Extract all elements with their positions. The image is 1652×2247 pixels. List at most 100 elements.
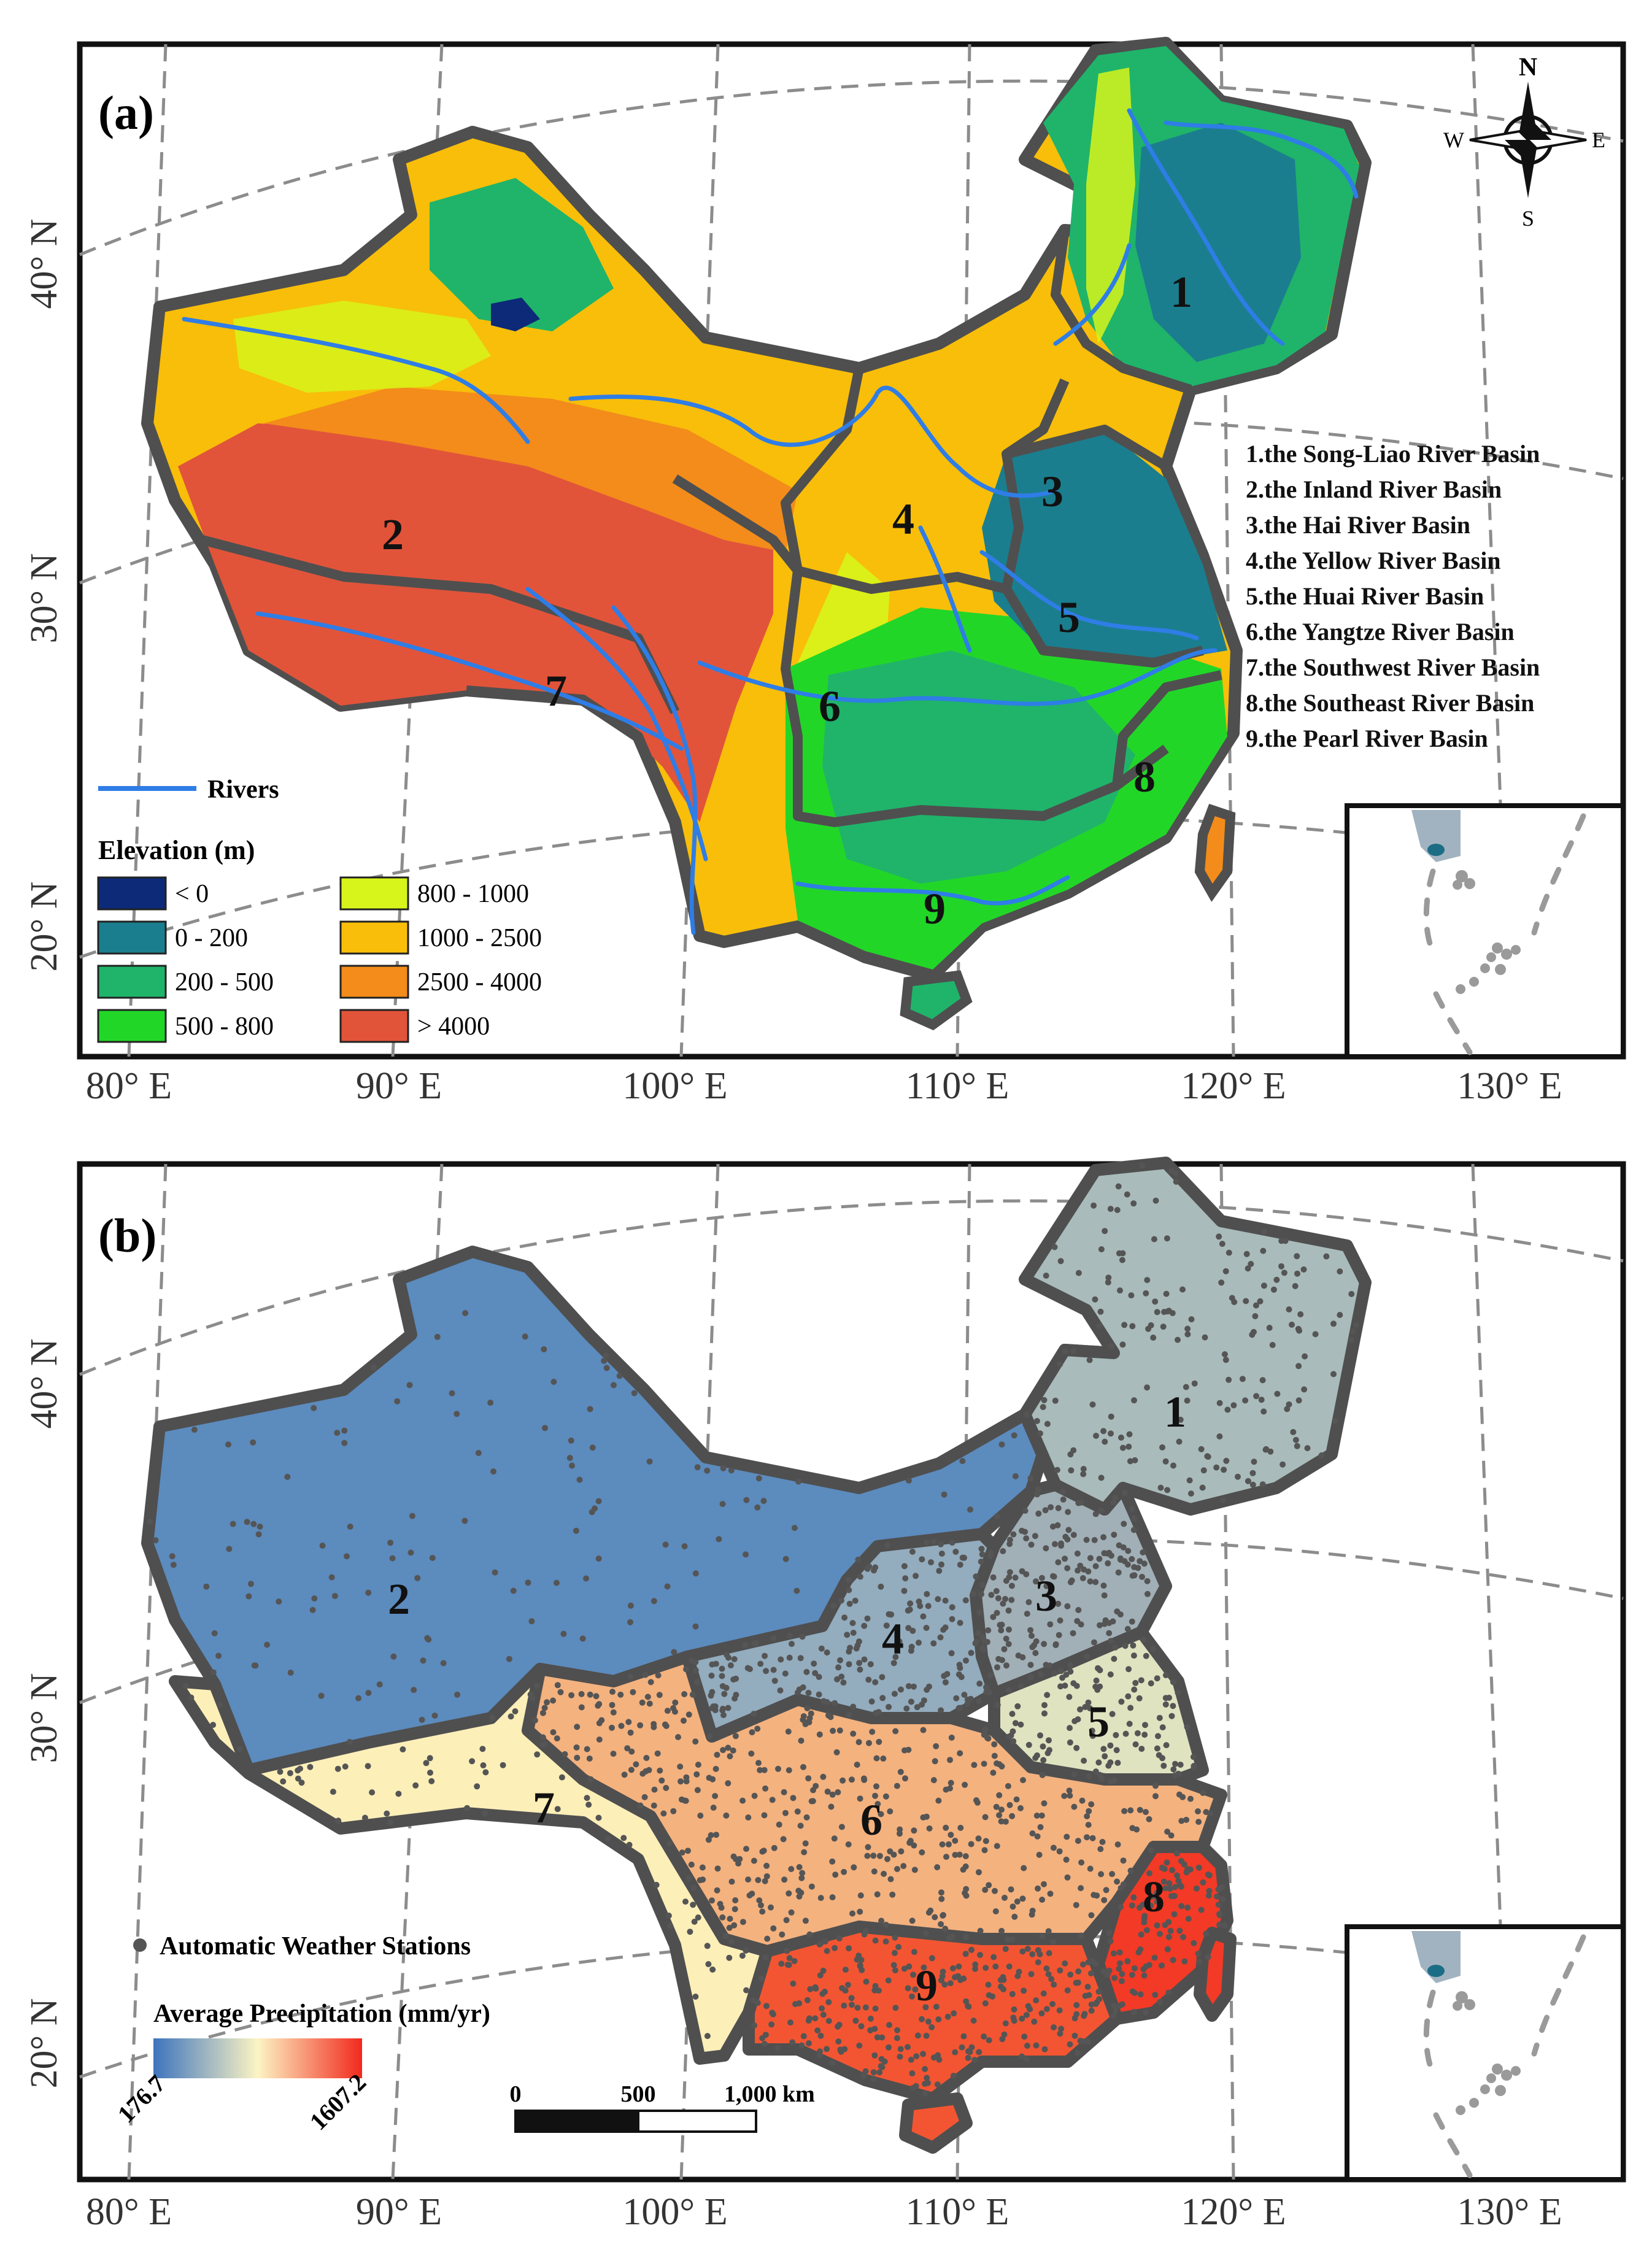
station-dot <box>1144 1384 1151 1391</box>
station-dot <box>1063 1856 1070 1863</box>
panel-a-lowland-200m <box>822 650 1135 884</box>
station-dot <box>369 1789 376 1796</box>
station-dot <box>857 1795 863 1802</box>
station-dot <box>699 1864 706 1871</box>
station-dot <box>1117 1960 1123 1967</box>
station-dot <box>528 1618 535 1625</box>
station-dot <box>1301 1386 1308 1393</box>
station-dot <box>454 1691 461 1698</box>
station-dot <box>1067 1739 1073 1746</box>
station-dot <box>820 2011 827 2018</box>
station-dot <box>489 1714 496 1721</box>
station-dot <box>796 1864 803 1870</box>
station-dot <box>1129 1555 1135 1562</box>
station-dot <box>998 1763 1005 1770</box>
station-dot <box>905 1477 912 1484</box>
station-dot <box>1278 1263 1284 1270</box>
station-dot <box>1161 1309 1167 1316</box>
station-dot <box>554 1806 561 1813</box>
station-dot <box>475 1450 482 1456</box>
station-dot <box>529 1695 536 1702</box>
station-dot <box>1057 1361 1063 1368</box>
station-dot <box>1116 1250 1122 1257</box>
station-dot <box>981 1760 987 1767</box>
station-dot <box>1128 1292 1135 1299</box>
station-dot <box>757 1660 764 1667</box>
station-dot <box>978 1559 984 1565</box>
station-dot <box>869 1729 876 1735</box>
station-dot <box>694 1679 701 1686</box>
station-dot <box>427 1770 433 1776</box>
station-dot <box>1162 1701 1169 1708</box>
station-dot <box>1195 1808 1201 1814</box>
station-dot <box>796 2000 803 2006</box>
station-dot <box>761 2041 768 2047</box>
station-dot <box>1062 1347 1068 1354</box>
station-dot <box>1102 1753 1108 1760</box>
station-dot <box>1006 1569 1013 1576</box>
station-dot <box>934 2081 941 2088</box>
station-dot <box>697 1877 703 1884</box>
station-dot <box>1081 1757 1087 1764</box>
station-dot <box>544 1699 550 1706</box>
station-dot <box>1184 1866 1191 1873</box>
station-dot <box>768 2021 775 2028</box>
station-dot <box>1097 1846 1104 1852</box>
station-dot <box>1289 1321 1295 1328</box>
station-dot <box>810 1787 816 1794</box>
station-dot <box>1183 1816 1190 1823</box>
station-dot <box>646 1767 652 1773</box>
station-dot <box>585 1802 592 1808</box>
station-dot <box>751 2022 757 2029</box>
station-dot <box>1033 1997 1040 2004</box>
station-dot <box>1005 1687 1012 1694</box>
station-dot <box>1088 1970 1094 1976</box>
station-dot <box>603 1352 609 1359</box>
station-dot <box>1108 1430 1114 1437</box>
station-dot <box>763 1873 770 1879</box>
station-dot <box>943 1824 949 1831</box>
station-dot <box>833 1749 840 1756</box>
station-dot <box>431 1713 438 1719</box>
station-dot <box>309 1606 316 1613</box>
station-dot <box>795 1689 801 1696</box>
station-dot <box>727 1916 733 1922</box>
station-dot <box>1163 1290 1170 1297</box>
station-dot <box>1035 1947 1041 1954</box>
station-dot <box>1119 2001 1125 2008</box>
station-dot <box>824 1699 830 1705</box>
station-dot <box>836 1935 843 1942</box>
station-dot <box>829 1858 836 1865</box>
station-dot <box>1191 1940 1197 1946</box>
station-dot <box>557 1689 564 1695</box>
station-dot <box>854 1762 860 1768</box>
station-dot <box>1166 1694 1172 1701</box>
station-dot <box>1014 1703 1021 1709</box>
station-dot <box>1266 1325 1273 1331</box>
station-dot <box>390 1653 397 1660</box>
station-dot <box>975 1630 981 1636</box>
station-dot <box>1100 1428 1107 1435</box>
station-dot <box>806 1931 813 1938</box>
station-dot <box>1050 1844 1057 1851</box>
station-dot <box>1178 1817 1185 1824</box>
station-dot <box>1284 1406 1291 1413</box>
station-dot <box>1119 1257 1125 1263</box>
station-dot <box>787 1632 793 1639</box>
station-dot <box>1015 1652 1022 1659</box>
station-dot <box>1165 1308 1172 1314</box>
station-dot <box>957 1619 963 1626</box>
station-dot <box>1077 1562 1084 1569</box>
station-dot <box>1064 1987 1071 1994</box>
station-dot <box>975 1835 982 1842</box>
station-dot <box>726 1924 733 1931</box>
panel-a-tarim-basin <box>233 301 491 393</box>
station-dot <box>1144 1277 1151 1284</box>
station-dot <box>933 2003 940 2010</box>
station-dot <box>940 1912 946 1919</box>
station-dot <box>883 1622 890 1629</box>
station-dot <box>846 1945 852 1952</box>
station-dot <box>887 1876 894 1883</box>
station-dot <box>723 1812 730 1819</box>
station-dot <box>1084 1834 1090 1841</box>
